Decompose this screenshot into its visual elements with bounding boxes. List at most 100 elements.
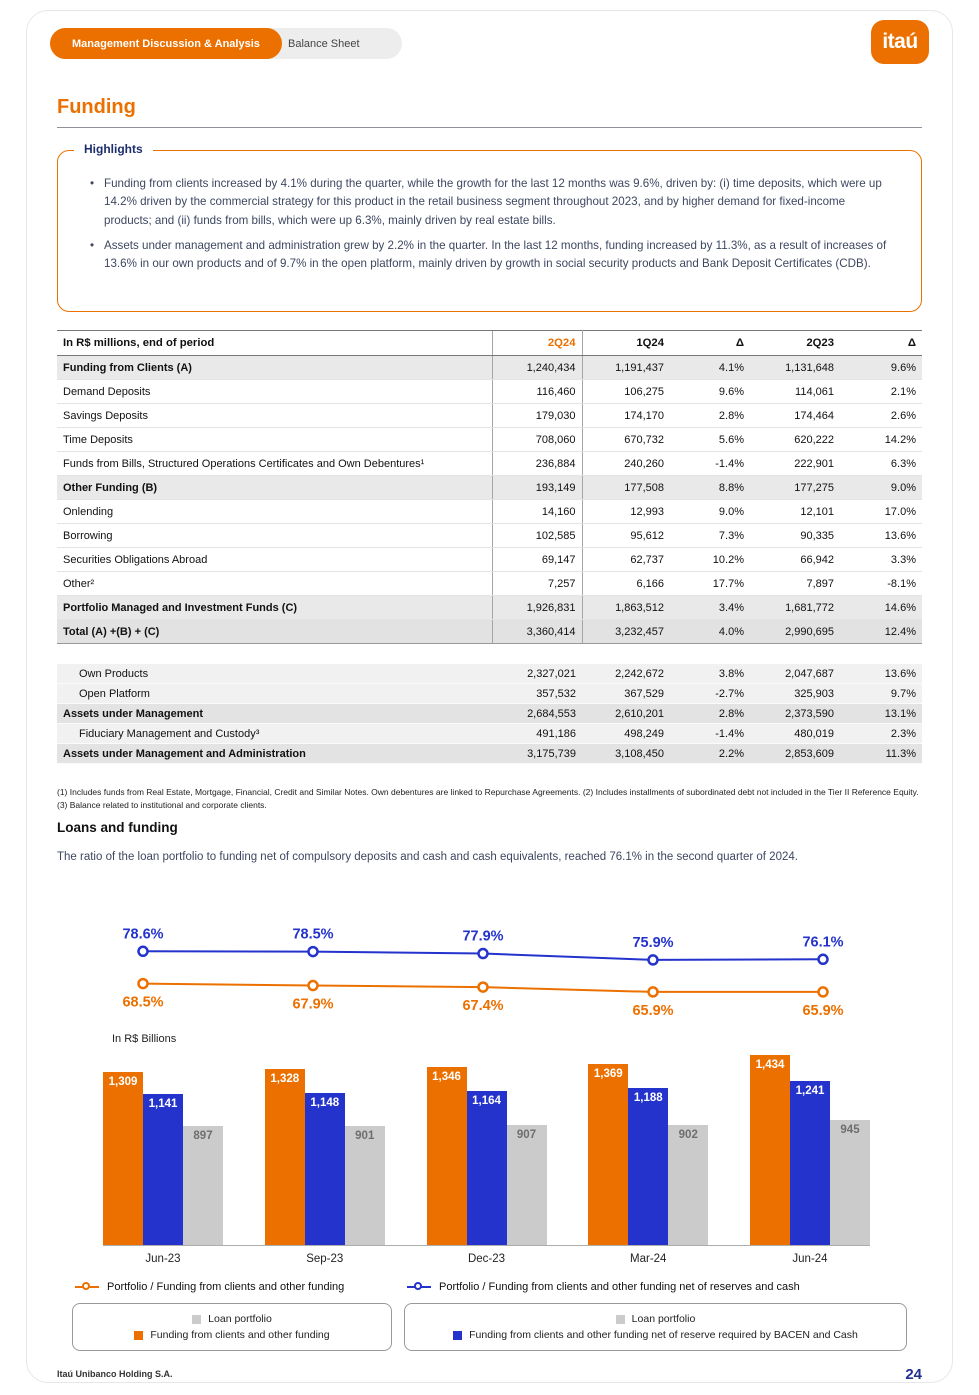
footnotes: (1) Includes funds from Real Estate, Mor… (57, 787, 919, 811)
table-row: Securities Obligations Abroad 69,147 62,73… (57, 547, 922, 572)
bar-funding-clients: 1,309 (103, 1072, 143, 1245)
funding-bar-chart: 1,309 1,141 897 1,328 1,148 901 1,346 1,164 907 1… (103, 1048, 870, 1265)
legend-item: Portfolio / Funding from clients and oth… (407, 1281, 800, 1293)
cell-value: 69,147 (491, 547, 583, 572)
highlights-label: Highlights (74, 142, 153, 156)
table-row: Savings Deposits 179,030 174,170 2.8% 174,46… (57, 403, 922, 428)
cell-value: 10.2% (670, 547, 750, 572)
col-header-period: In R$ millions, end of period (57, 330, 492, 356)
cell-value: -1.4% (670, 723, 750, 744)
table-row: Portfolio Managed and Investment Funds (… (57, 595, 922, 620)
cell-value: 7.3% (670, 523, 750, 548)
cell-value: 240,260 (582, 451, 670, 476)
table-row: Open Platform 357,532 367,529 -2.7% 325,903 9… (57, 683, 922, 704)
table-row: Funding from Clients (A) 1,240,434 1,191,4… (57, 355, 922, 380)
cell-value: 325,903 (750, 683, 840, 704)
row-label: Open Platform (57, 683, 492, 704)
data-point-marker (647, 954, 659, 966)
cell-value: 13.1% (840, 703, 922, 724)
cell-value: 357,532 (492, 683, 582, 704)
data-point-label: 65.9% (802, 1003, 843, 1019)
cell-value: 7,257 (491, 571, 583, 596)
table-row: Fiduciary Management and Custody³ 491,186… (57, 723, 922, 744)
table-row: Other² 7,257 6,166 17.7% 7,897 -8.1% (57, 571, 922, 596)
cell-value: 13.6% (840, 523, 922, 548)
cell-value: 2.8% (670, 703, 750, 724)
cell-value: 116,460 (491, 379, 583, 404)
bar-value-label: 1,369 (593, 1068, 623, 1080)
legend-label: Funding from clients and other funding (150, 1329, 330, 1341)
table-row: Assets under Management 2,684,553 2,610,20… (57, 703, 922, 724)
bar-category-label: Dec-23 (467, 1253, 506, 1265)
cell-value: -8.1% (840, 571, 922, 596)
legend-box: Loan portfolio Funding from clients and o… (404, 1303, 907, 1351)
cell-value: 9.0% (670, 499, 750, 524)
cell-value: 620,222 (750, 427, 840, 452)
bar-value-label: 1,148 (310, 1097, 340, 1109)
cell-value: 1,240,434 (491, 355, 583, 380)
cell-value: 4.0% (670, 619, 750, 644)
row-label: Securities Obligations Abroad (57, 547, 492, 572)
bar-loan-portfolio: 901 (344, 1126, 385, 1245)
cell-value: 95,612 (582, 523, 670, 548)
tab-label: Balance Sheet (288, 37, 360, 50)
cell-value: 222,901 (750, 451, 840, 476)
cell-value: 1,191,437 (582, 355, 670, 380)
row-label: Time Deposits (57, 427, 492, 452)
cell-value: 11.3% (840, 743, 922, 764)
data-point-marker (817, 986, 829, 998)
data-point-label: 76.1% (802, 934, 843, 950)
bar-group: 1,346 1,164 907 (426, 1067, 547, 1245)
row-label: Fiduciary Management and Custody³ (57, 723, 492, 744)
cell-value: 3,360,414 (491, 619, 583, 644)
highlight-bullet: Assets under management and administrati… (88, 237, 891, 274)
data-point-marker (137, 977, 149, 990)
cell-value: 179,030 (491, 403, 583, 428)
data-point-label: 67.9% (292, 997, 333, 1013)
bar-funding-clients: 1,328 (264, 1069, 305, 1245)
loans-funding-paragraph: The ratio of the loan portfolio to fundi… (57, 851, 798, 863)
legend-label: Loan portfolio (208, 1313, 272, 1325)
bar-value-label: 1,309 (108, 1076, 138, 1088)
cell-value: 3,108,450 (582, 743, 670, 764)
bar-value-label: 901 (355, 1130, 375, 1142)
legend-item: Loan portfolio (81, 1313, 383, 1325)
cell-value: 670,732 (582, 427, 670, 452)
bar-group: 1,369 1,188 902 (588, 1064, 709, 1245)
row-label: Borrowing (57, 523, 492, 548)
row-label: Other² (57, 571, 492, 596)
col-header-2q23: 2Q23 (750, 330, 840, 356)
legend-swatch-icon (192, 1314, 202, 1324)
itau-logo: itaú (871, 20, 929, 64)
cell-value: 2,853,609 (750, 743, 840, 764)
cell-value: 13.6% (840, 664, 922, 684)
tab-management-discussion[interactable]: Management Discussion & Analysis (50, 28, 282, 59)
assets-sub-table: Own Products 2,327,021 2,242,672 3.8% 2,047,… (57, 664, 922, 764)
bar-value-label: 1,346 (432, 1071, 461, 1083)
data-point-label: 75.9% (632, 935, 673, 951)
legend-item: Loan portfolio (413, 1313, 898, 1325)
row-label: Savings Deposits (57, 403, 492, 428)
bar-category-label: Mar-24 (630, 1253, 667, 1265)
cell-value: 367,529 (582, 683, 670, 704)
cell-value: 236,884 (491, 451, 583, 476)
cell-value: 2,990,695 (750, 619, 840, 644)
cell-value: 9.6% (840, 355, 922, 380)
cell-value: 2,373,590 (750, 703, 840, 724)
bar-category-label: Sep-23 (306, 1253, 344, 1265)
highlights-list: Funding from clients increased by 4.1% d… (88, 175, 891, 274)
bar-chart-groups: 1,309 1,141 897 1,328 1,148 901 1,346 1,164 907 1… (103, 1048, 870, 1246)
cell-value: 2,047,687 (750, 664, 840, 684)
cell-value: 2.8% (670, 403, 750, 428)
cell-value: 2.2% (670, 743, 750, 764)
table-row: Time Deposits 708,060 670,732 5.6% 620,222 14… (57, 427, 922, 452)
cell-value: 3,175,739 (492, 743, 582, 764)
data-point-label: 78.6% (122, 926, 163, 942)
cell-value: 708,060 (491, 427, 583, 452)
cell-value: 17.0% (840, 499, 922, 524)
cell-value: 1,131,648 (750, 355, 840, 380)
data-point-label: 78.5% (292, 927, 333, 943)
row-label: Other Funding (B) (57, 475, 492, 500)
bar-funding-net-reserves: 1,141 (143, 1094, 183, 1245)
cell-value: -2.7% (670, 683, 750, 704)
